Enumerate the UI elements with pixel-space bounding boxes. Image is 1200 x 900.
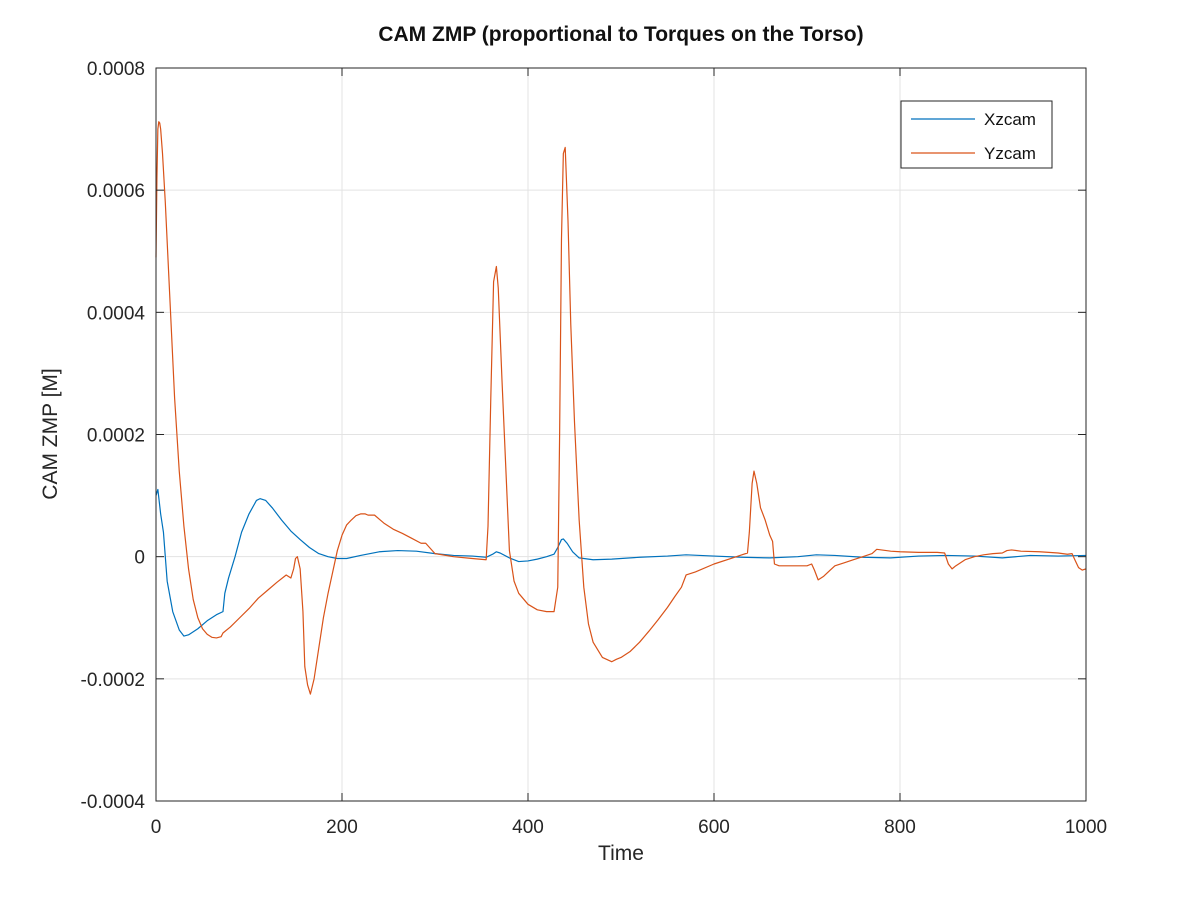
x-tick-label: 600 — [698, 817, 730, 838]
y-tick-label: 0.0004 — [87, 303, 146, 324]
grid-lines — [156, 68, 1086, 801]
x-tick-label: 1000 — [1065, 817, 1107, 838]
y-tick-label: 0.0006 — [87, 181, 145, 202]
series-layer — [155, 121, 1087, 695]
y-tick-label: 0 — [134, 548, 145, 569]
legend: Xzcam Yzcam — [900, 100, 1053, 169]
x-tick-label: 800 — [884, 817, 916, 838]
ticks — [155, 67, 1087, 802]
x-axis-label: Time — [598, 842, 644, 865]
legend-box — [900, 100, 1053, 169]
y-tick-label: -0.0004 — [81, 792, 146, 813]
x-tick-labels: 0 200 400 600 800 1000 — [151, 817, 1107, 838]
y-tick-label: -0.0002 — [81, 670, 145, 691]
legend-label-yzcam: Yzcam — [984, 144, 1036, 163]
chart-title: CAM ZMP (proportional to Torques on the … — [378, 23, 863, 46]
series-line-xzcam — [155, 488, 1087, 637]
y-tick-labels: -0.0004 -0.0002 0 0.0002 0.0004 0.0006 0.0008 — [81, 59, 146, 813]
legend-label-xzcam: Xzcam — [984, 110, 1036, 129]
x-tick-label: 200 — [326, 817, 358, 838]
y-axis-label: CAM ZMP [M] — [39, 368, 62, 499]
series-line-yzcam — [155, 121, 1087, 695]
x-tick-label: 400 — [512, 817, 544, 838]
x-tick-label: 0 — [151, 817, 162, 838]
y-tick-label: 0.0002 — [87, 426, 145, 447]
y-tick-label: 0.0008 — [87, 59, 145, 80]
